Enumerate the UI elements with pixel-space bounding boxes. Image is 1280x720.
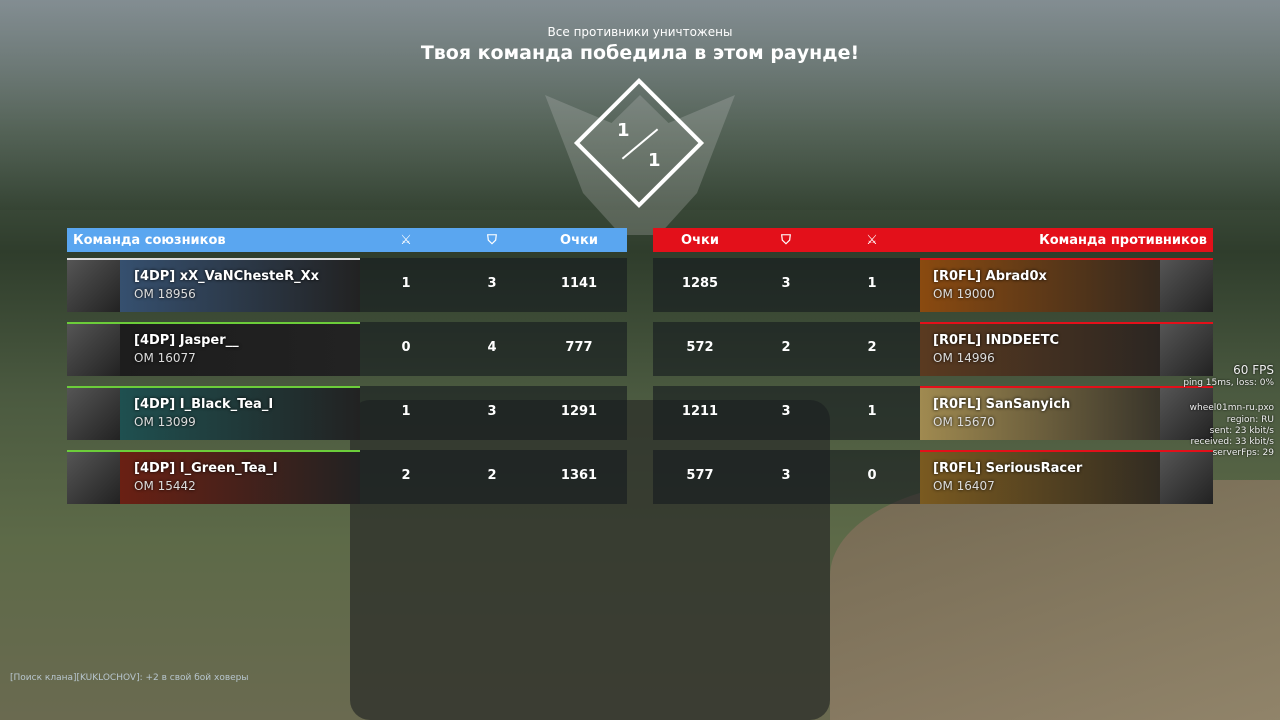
shield-icon: ⛉ [781, 232, 791, 248]
background-rock [830, 480, 1280, 720]
enemy-player-row[interactable]: [R0FL] INDDEETC OM 14996 572 2 2 [653, 322, 1213, 376]
player-kills: 1 [401, 276, 411, 291]
player-points: 777 [565, 340, 593, 355]
round-title: Твоя команда победила в этом раунде! [420, 42, 860, 64]
player-banner: [4DP] xX_VaNChesteR_Xx OM 18956 [67, 258, 360, 312]
player-points: 572 [686, 340, 714, 355]
ping-readout: ping 15ms, loss: 0% [1183, 378, 1274, 388]
player-name: [R0FL] Abrad0x [933, 269, 1047, 284]
player-points: 1141 [560, 276, 598, 291]
player-kills: 1 [867, 276, 877, 291]
enemy-team-title: Команда противников [1039, 232, 1207, 248]
background-vehicle [350, 400, 830, 720]
player-assists: 3 [487, 404, 497, 419]
enemy-player-row[interactable]: [R0FL] Abrad0x OM 19000 1285 3 1 [653, 258, 1213, 312]
player-name: [R0FL] SeriousRacer [933, 461, 1083, 476]
player-assists: 4 [487, 340, 497, 355]
enemy-points-header: Очки [681, 232, 719, 248]
player-banner: [R0FL] INDDEETC OM 14996 [920, 322, 1213, 376]
player-points: 1291 [560, 404, 598, 419]
player-banner: [R0FL] Abrad0x OM 19000 [920, 258, 1213, 312]
player-power-score: OM 18956 [134, 287, 196, 301]
player-kills: 0 [401, 340, 411, 355]
player-name: [R0FL] INDDEETC [933, 333, 1060, 348]
player-kills: 0 [867, 468, 877, 483]
player-power-score: OM 15670 [933, 415, 995, 429]
player-power-score: OM 13099 [134, 415, 196, 429]
ally-player-row[interactable]: [4DP] Jasper__ OM 16077 0 4 777 [67, 322, 627, 376]
player-name: [4DP] I_Black_Tea_I [134, 397, 274, 412]
server-name: wheel01mn-ru.pxo [1189, 403, 1274, 413]
player-assists: 3 [781, 276, 791, 291]
player-name: [4DP] Jasper__ [134, 333, 239, 348]
avatar [67, 324, 120, 376]
player-assists: 3 [781, 468, 791, 483]
player-assists: 3 [487, 276, 497, 291]
region-readout: region: RU [1226, 415, 1274, 425]
player-points: 1211 [681, 404, 719, 419]
player-banner: [R0FL] SanSanyich OM 15670 [920, 386, 1213, 440]
avatar [1160, 452, 1213, 504]
player-assists: 2 [781, 340, 791, 355]
avatar [1160, 260, 1213, 312]
kills-icon: ⚔ [866, 232, 878, 248]
player-name: [4DP] I_Green_Tea_I [134, 461, 278, 476]
avatar [1160, 388, 1213, 440]
kills-icon: ⚔ [400, 232, 412, 248]
background-sky [0, 0, 1280, 210]
fps-counter: 60 FPS [1233, 363, 1274, 377]
player-points: 1285 [681, 276, 719, 291]
ally-team-table: Команда союзников ⚔ ⛉ Очки [4DP] xX_VaNC… [67, 228, 627, 504]
sent-readout: sent: 23 kbit/s [1209, 426, 1274, 436]
player-name: [R0FL] SanSanyich [933, 397, 1071, 412]
received-readout: received: 33 kbit/s [1190, 437, 1274, 447]
player-power-score: OM 16407 [933, 479, 995, 493]
player-power-score: OM 14996 [933, 351, 995, 365]
avatar [67, 260, 120, 312]
round-subtitle: Все противники уничтожены [547, 25, 733, 39]
player-banner: [4DP] Jasper__ OM 16077 [67, 322, 360, 376]
ally-team-title: Команда союзников [73, 232, 226, 248]
player-kills: 2 [867, 340, 877, 355]
player-kills: 1 [867, 404, 877, 419]
player-banner: [R0FL] SeriousRacer OM 16407 [920, 450, 1213, 504]
player-power-score: OM 19000 [933, 287, 995, 301]
player-banner: [4DP] I_Black_Tea_I OM 13099 [67, 386, 360, 440]
player-kills: 1 [401, 404, 411, 419]
player-kills: 2 [401, 468, 411, 483]
ally-player-row[interactable]: [4DP] I_Black_Tea_I OM 13099 1 3 1291 [67, 386, 627, 440]
player-name: [4DP] xX_VaNChesteR_Xx [134, 269, 319, 284]
player-assists: 2 [487, 468, 497, 483]
shield-icon: ⛉ [487, 232, 497, 248]
ally-points-header: Очки [560, 232, 598, 248]
player-banner: [4DP] I_Green_Tea_I OM 15442 [67, 450, 360, 504]
enemy-player-row[interactable]: [R0FL] SanSanyich OM 15670 1211 3 1 [653, 386, 1213, 440]
player-points: 1361 [560, 468, 598, 483]
ally-player-row[interactable]: [4DP] I_Green_Tea_I OM 15442 2 2 1361 [67, 450, 627, 504]
avatar [67, 452, 120, 504]
score-ally: 1 [617, 120, 630, 141]
server-fps-readout: serverFps: 29 [1212, 448, 1274, 458]
enemy-team-table: Очки ⛉ ⚔ Команда противников [R0FL] Abra… [653, 228, 1213, 504]
player-assists: 3 [781, 404, 791, 419]
score-enemy: 1 [648, 150, 661, 171]
avatar [1160, 324, 1213, 376]
ally-header: Команда союзников ⚔ ⛉ Очки [67, 228, 627, 252]
enemy-header: Очки ⛉ ⚔ Команда противников [653, 228, 1213, 252]
player-points: 577 [686, 468, 714, 483]
avatar [67, 388, 120, 440]
chat-message: [Поиск клана][KUKLOCHOV]: +2 в свой бой … [10, 673, 249, 683]
player-power-score: OM 15442 [134, 479, 196, 493]
ally-player-row[interactable]: [4DP] xX_VaNChesteR_Xx OM 18956 1 3 1141 [67, 258, 627, 312]
enemy-player-row[interactable]: [R0FL] SeriousRacer OM 16407 577 3 0 [653, 450, 1213, 504]
player-power-score: OM 16077 [134, 351, 196, 365]
